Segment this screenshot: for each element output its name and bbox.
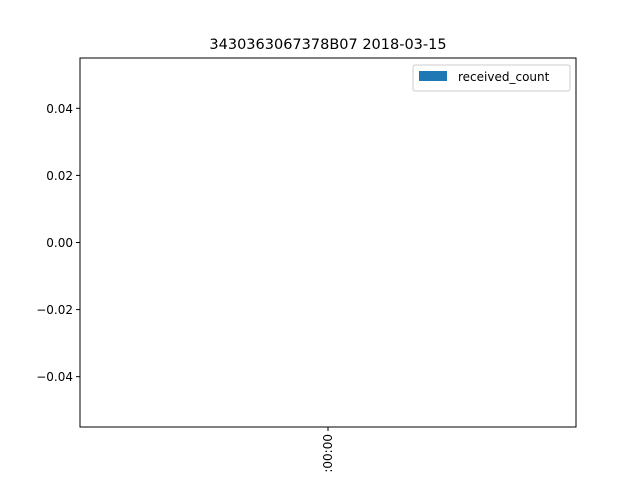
legend-swatch	[419, 71, 447, 81]
y-tick-label: 0.04	[46, 102, 73, 116]
legend-label: received_count	[458, 70, 550, 84]
y-tick-label: −0.02	[36, 303, 73, 317]
y-tick-label: −0.04	[36, 370, 73, 384]
x-axis: :00:00	[321, 427, 335, 473]
chart-title: 3430363067378B07 2018-03-15	[209, 37, 446, 53]
legend-box	[412, 64, 571, 92]
plot-frame	[79, 57, 577, 428]
legend: received_count	[412, 64, 571, 92]
x-tick-label: :00:00	[321, 434, 335, 473]
y-tick-label: 0.00	[46, 236, 73, 250]
y-axis: 0.04 0.02 0.00 −0.02 −0.04	[36, 102, 80, 384]
plot-area	[80, 58, 576, 427]
y-tick-label: 0.02	[46, 169, 73, 183]
